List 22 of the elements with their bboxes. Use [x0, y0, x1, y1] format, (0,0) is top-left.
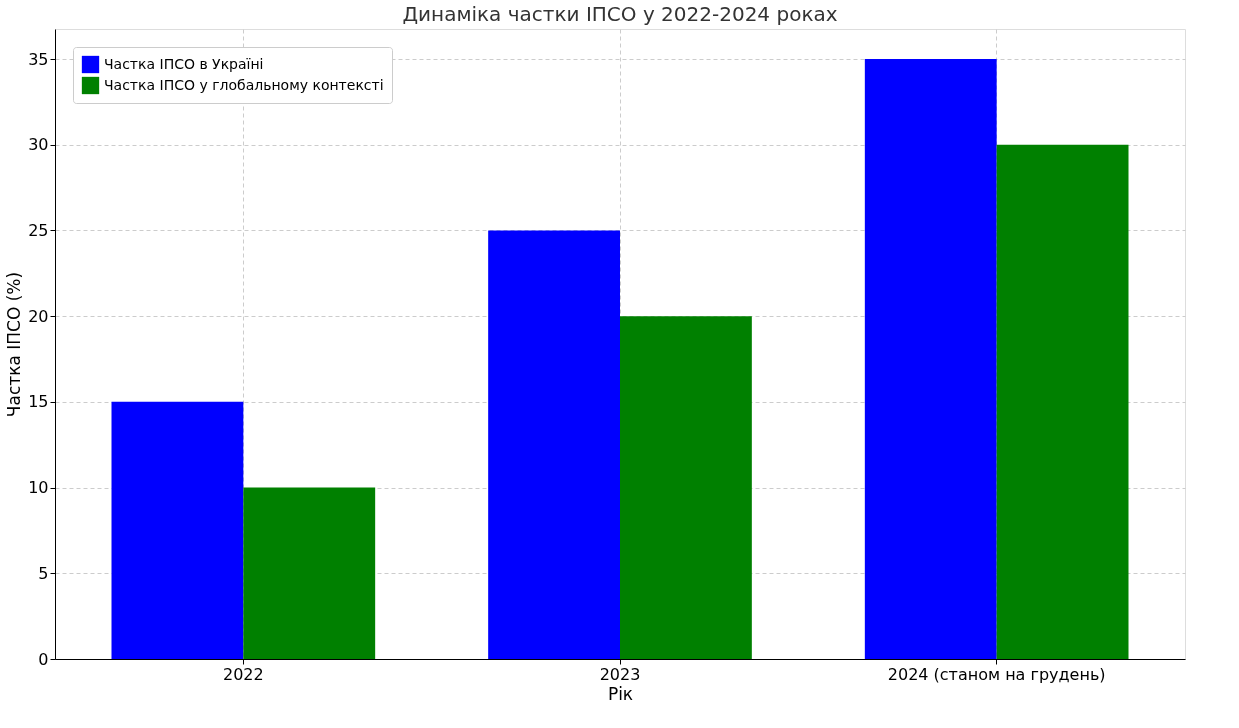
bar [620, 316, 752, 659]
y-tick-label: 0 [38, 649, 49, 669]
y-tick-label: 15 [28, 392, 49, 412]
y-tick-label: 20 [28, 306, 49, 326]
x-tick-label: 2023 [599, 664, 641, 684]
y-tick-label: 10 [28, 478, 49, 498]
bar [488, 230, 620, 659]
y-tick-label: 35 [28, 49, 49, 69]
y-axis-title: Частка ІПСО (%) [4, 271, 25, 418]
y-tick-label: 5 [38, 563, 49, 583]
legend-label: Частка ІПСО в Україні [104, 55, 264, 72]
y-tick-label: 25 [28, 220, 49, 240]
legend-label: Частка ІПСО у глобальному контексті [104, 76, 384, 93]
chart-title: Динаміка частки ІПСО у 2022-2024 роках [402, 2, 838, 26]
x-tick-label: 2022 [222, 664, 264, 684]
bar [243, 487, 376, 659]
bar [111, 401, 244, 659]
bar [864, 59, 997, 659]
x-axis-title: Рік [607, 683, 634, 704]
x-tick-label: 2024 (станом на грудень) [887, 664, 1106, 684]
bar [996, 144, 1129, 659]
y-tick-label: 30 [28, 135, 49, 155]
